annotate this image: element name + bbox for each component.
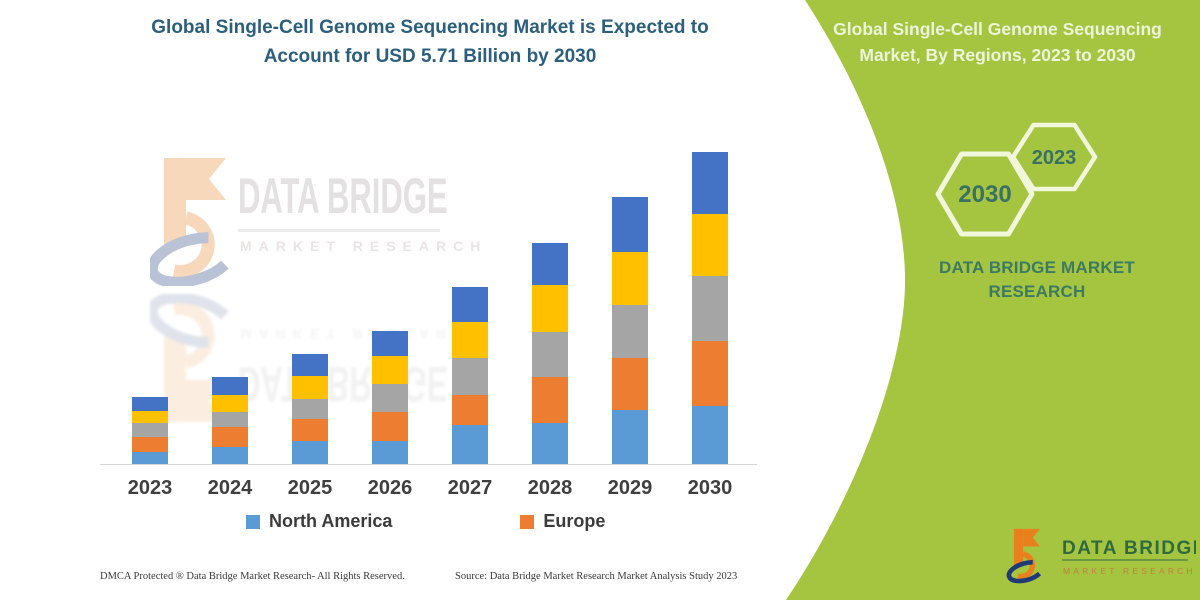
bar-segment	[372, 331, 408, 356]
bar-2023	[132, 397, 168, 464]
bar-segment	[132, 452, 168, 464]
bar-segment	[212, 447, 248, 464]
watermark-reflection-brand: DATA BRIDGE	[238, 356, 448, 412]
bar-segment	[452, 358, 488, 395]
bar-segment	[212, 395, 248, 412]
bar-segment	[292, 354, 328, 376]
bar-segment	[452, 322, 488, 358]
bar-segment	[612, 305, 648, 358]
bar-2025	[292, 354, 328, 464]
legend-label: Europe	[543, 511, 606, 531]
data-bridge-logo: DATA BRIDGE MARKET RESEARCH	[1000, 524, 1196, 592]
bar-segment	[532, 423, 568, 464]
bar-segment	[372, 356, 408, 384]
hexagon-2030: 2030	[935, 151, 1035, 237]
footer-source-text: Source: Data Bridge Market Research Mark…	[455, 571, 738, 582]
bar-segment	[212, 412, 248, 427]
hexagon-2023-label: 2023	[1032, 147, 1077, 169]
bar-segment	[292, 376, 328, 399]
bar-2024	[212, 377, 248, 464]
bar-segment	[452, 425, 488, 464]
bar-segment	[612, 410, 648, 464]
bar-segment	[132, 397, 168, 411]
chart-title-line1: Global Single-Cell Genome Sequencing Mar…	[151, 17, 709, 38]
bar-segment	[372, 412, 408, 441]
legend-item-north-america: North America	[246, 511, 392, 532]
watermark-reflection-sub: MARKET RESEARCH	[240, 326, 488, 342]
bar-2030	[692, 152, 728, 464]
bar-segment	[212, 377, 248, 395]
bar-segment	[132, 437, 168, 452]
bar-segment	[692, 214, 728, 276]
bar-2027	[452, 287, 488, 464]
bar-segment	[132, 423, 168, 437]
watermark-brand-text: DATA BRIDGE	[238, 168, 448, 224]
bar-segment	[372, 384, 408, 412]
bar-2026	[372, 331, 408, 464]
hexagon-2030-label: 2030	[958, 181, 1011, 208]
bar-segment	[612, 252, 648, 305]
logo-brand-text: DATA BRIDGE	[1062, 538, 1196, 559]
bar-segment	[532, 377, 568, 423]
bar-segment	[692, 341, 728, 406]
bar-segment	[692, 406, 728, 464]
x-axis-label-2029: 2029	[607, 477, 653, 499]
footer-dmca-text: DMCA Protected ® Data Bridge Market Rese…	[100, 571, 405, 582]
right-panel-brand-text: DATA BRIDGE MARKET RESEARCH	[939, 258, 1135, 301]
bar-segment	[292, 419, 328, 441]
bar-segment	[132, 411, 168, 423]
watermark-logo-icon	[150, 156, 250, 286]
x-axis-label-2023: 2023	[127, 477, 173, 499]
x-axis-label-2024: 2024	[207, 477, 253, 499]
chart-legend: North America Europe	[246, 511, 605, 532]
logo-sub-text: MARKET RESEARCH	[1063, 566, 1196, 576]
bar-segment	[692, 276, 728, 341]
hexagon-2023: 2023	[1010, 122, 1098, 192]
right-panel-title: Global Single-Cell Genome Sequencing Mar…	[833, 19, 1162, 66]
bar-2029	[612, 197, 648, 464]
legend-swatch	[520, 514, 535, 529]
chart-title: Global Single-Cell Genome Sequencing Mar…	[55, 14, 805, 71]
bar-segment	[452, 395, 488, 425]
legend-item-europe: Europe	[520, 511, 605, 532]
x-axis-label-2028: 2028	[527, 477, 573, 499]
watermark-sub-text: MARKET RESEARCH	[240, 238, 488, 254]
legend-swatch	[246, 514, 260, 529]
x-axis-line	[100, 464, 757, 465]
legend-label: North America	[269, 511, 393, 531]
bar-segment	[212, 427, 248, 447]
bar-segment	[532, 285, 568, 332]
x-axis-label-2027: 2027	[447, 477, 493, 499]
bar-segment	[292, 399, 328, 419]
bar-segment	[532, 243, 568, 285]
chart-title-line2: Account for USD 5.71 Billion by 2030	[263, 45, 597, 67]
x-axis-label-2030: 2030	[687, 477, 733, 499]
bar-2028	[532, 243, 568, 464]
bar-segment	[532, 332, 568, 377]
x-axis-label-2026: 2026	[367, 477, 413, 499]
x-axis-label-2025: 2025	[287, 477, 333, 499]
data-bridge-logo-icon	[1007, 529, 1045, 585]
bar-segment	[372, 441, 408, 464]
bar-segment	[452, 287, 488, 322]
bar-segment	[612, 197, 648, 252]
watermark-underline	[238, 229, 440, 232]
bar-segment	[292, 441, 328, 464]
bar-segment	[612, 358, 648, 410]
bar-segment	[692, 152, 728, 214]
